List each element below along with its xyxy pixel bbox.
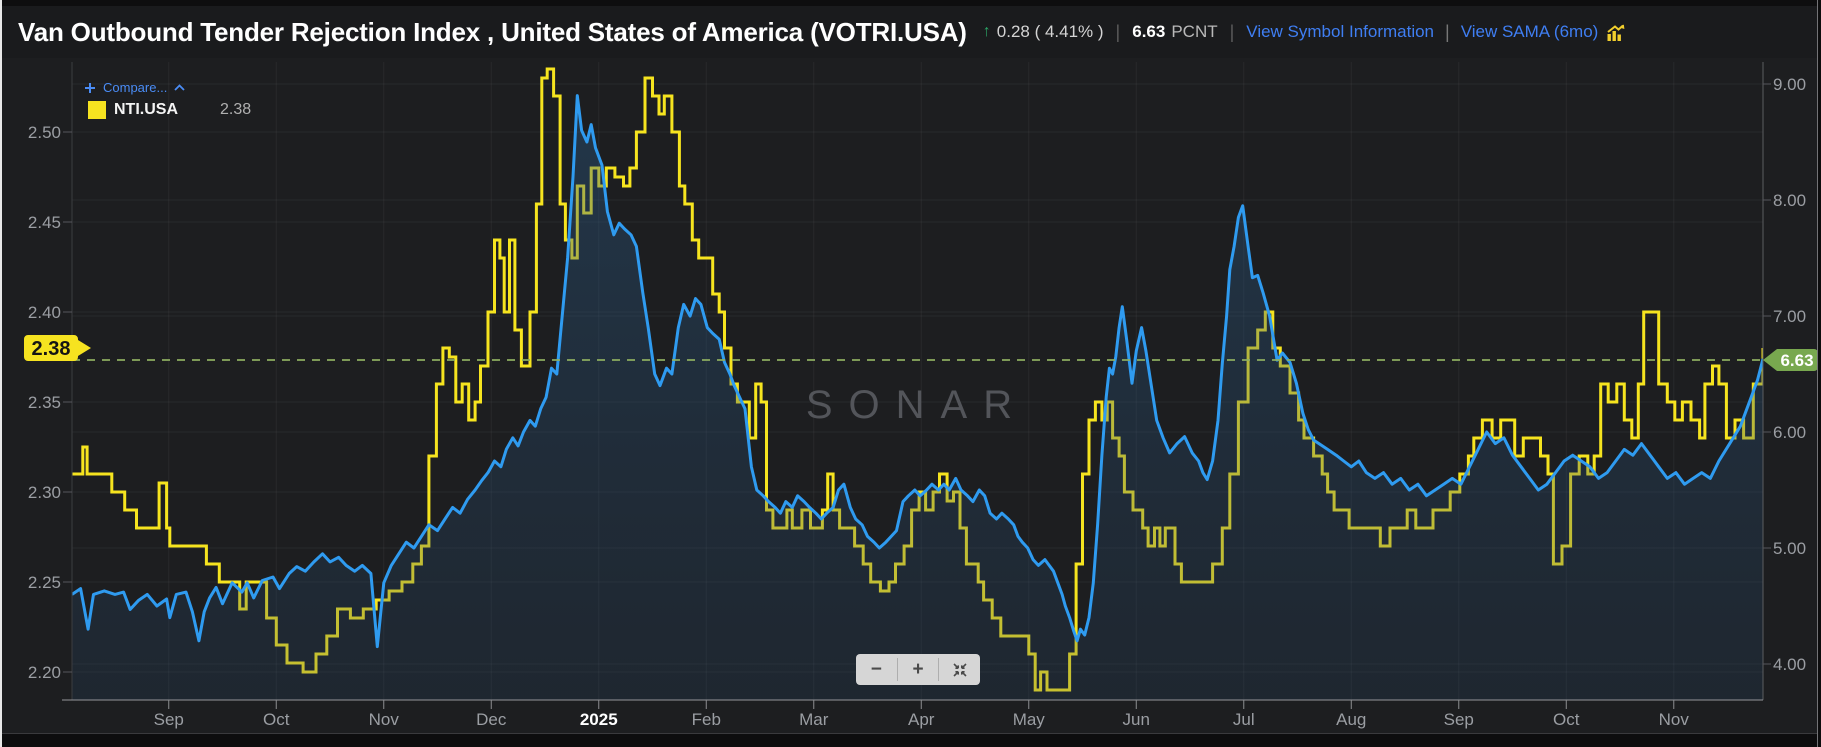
legend-swatch — [88, 101, 106, 119]
separator: | — [1229, 21, 1235, 42]
right-axis-badge — [1763, 349, 1818, 371]
right-axis-label: 4.00 — [1773, 655, 1806, 674]
votri-usa-area — [72, 95, 1763, 700]
right-axis-label: 8.00 — [1773, 191, 1806, 210]
sonar-watermark: SONAR — [806, 383, 1028, 427]
reset-zoom-icon — [953, 662, 967, 677]
right-axis-label: 7.00 — [1773, 307, 1806, 326]
last-value: 6.63 — [1132, 22, 1166, 41]
x-axis-label: Oct — [263, 710, 290, 729]
x-axis-label: Aug — [1336, 710, 1366, 729]
view-sama-link[interactable]: View SAMA (6mo) — [1460, 22, 1599, 41]
toolbar-divider — [896, 658, 898, 681]
zoom-in-button[interactable]: + — [912, 658, 924, 680]
panel-right-edge — [1817, 0, 1818, 747]
price-change: 0.28 ( 4.41% ) — [996, 22, 1104, 41]
x-axis-label: Sep — [154, 710, 184, 729]
chart-title: Van Outbound Tender Rejection Index , Un… — [18, 16, 967, 47]
left-axis-label: 2.35 — [28, 393, 61, 412]
x-axis-label: Jul — [1233, 710, 1255, 729]
legend-value: 2.38 — [220, 101, 252, 118]
left-axis-label: 2.50 — [28, 123, 61, 142]
bottom-band — [0, 733, 1821, 747]
x-axis-label: Dec — [476, 710, 507, 729]
x-axis-label: Apr — [908, 710, 935, 729]
right-axis-label: 5.00 — [1773, 539, 1806, 558]
x-axis-label: Nov — [369, 710, 400, 729]
legend-symbol: NTI.USA — [114, 101, 178, 118]
zoom-out-button[interactable]: − — [870, 658, 882, 680]
x-axis-label: Feb — [692, 710, 721, 729]
header-stats: ↑ 0.28 ( 4.41% ) | 6.63 PCNT | View Symb… — [983, 22, 1626, 43]
view-symbol-information-link[interactable]: View Symbol Information — [1246, 22, 1435, 41]
right-axis-badge-value: 6.63 — [1780, 351, 1813, 370]
x-axis-label: Oct — [1553, 710, 1580, 729]
sama-chart-icon[interactable] — [1606, 23, 1625, 42]
panel-right-edge-gap — [1818, 0, 1821, 747]
toolbar-divider — [938, 658, 940, 681]
plus-icon — [85, 82, 95, 93]
axes: Sep Oct Nov Dec 2025 Feb Mar Apr May Jun Jul Aug Sep… — [28, 62, 1806, 729]
left-axis-label: 2.25 — [28, 573, 61, 592]
panel-left-edge — [0, 0, 2, 747]
header: Van Outbound Tender Rejection Index , Un… — [2, 6, 1817, 58]
x-axis-label: Mar — [799, 710, 829, 729]
x-axis-label: Sep — [1444, 710, 1474, 729]
separator: | — [1445, 21, 1450, 42]
votri-usa-line — [72, 94, 1763, 649]
last-value-unit: PCNT — [1171, 22, 1218, 41]
left-axis-label: 2.30 — [28, 483, 61, 502]
reset-zoom-button[interactable] — [939, 654, 980, 685]
right-axis-label: 9.00 — [1773, 75, 1806, 94]
x-axis-label: May — [1013, 710, 1046, 729]
left-axis-label: 2.45 — [28, 213, 61, 232]
left-axis-label: 2.40 — [28, 303, 61, 322]
left-axis-label: 2.20 — [28, 663, 61, 682]
top-strip — [0, 0, 1821, 6]
compare-button[interactable]: Compare... — [84, 80, 185, 95]
right-axis-label: 6.00 — [1773, 423, 1806, 442]
compare-label: Compare... — [103, 80, 168, 95]
left-axis-badge — [24, 335, 91, 361]
left-axis-badge-value: 2.38 — [32, 338, 71, 360]
chevron-up-icon — [174, 84, 185, 91]
separator: | — [1115, 21, 1121, 42]
up-arrow-icon: ↑ — [982, 23, 991, 40]
legend-row[interactable]: NTI.USA 2.38 — [88, 101, 251, 119]
x-axis-label: Jun — [1123, 710, 1150, 729]
zoom-toolbar: − + — [856, 654, 980, 685]
x-axis-label: Nov — [1659, 710, 1690, 729]
x-axis-label: 2025 — [580, 710, 618, 729]
